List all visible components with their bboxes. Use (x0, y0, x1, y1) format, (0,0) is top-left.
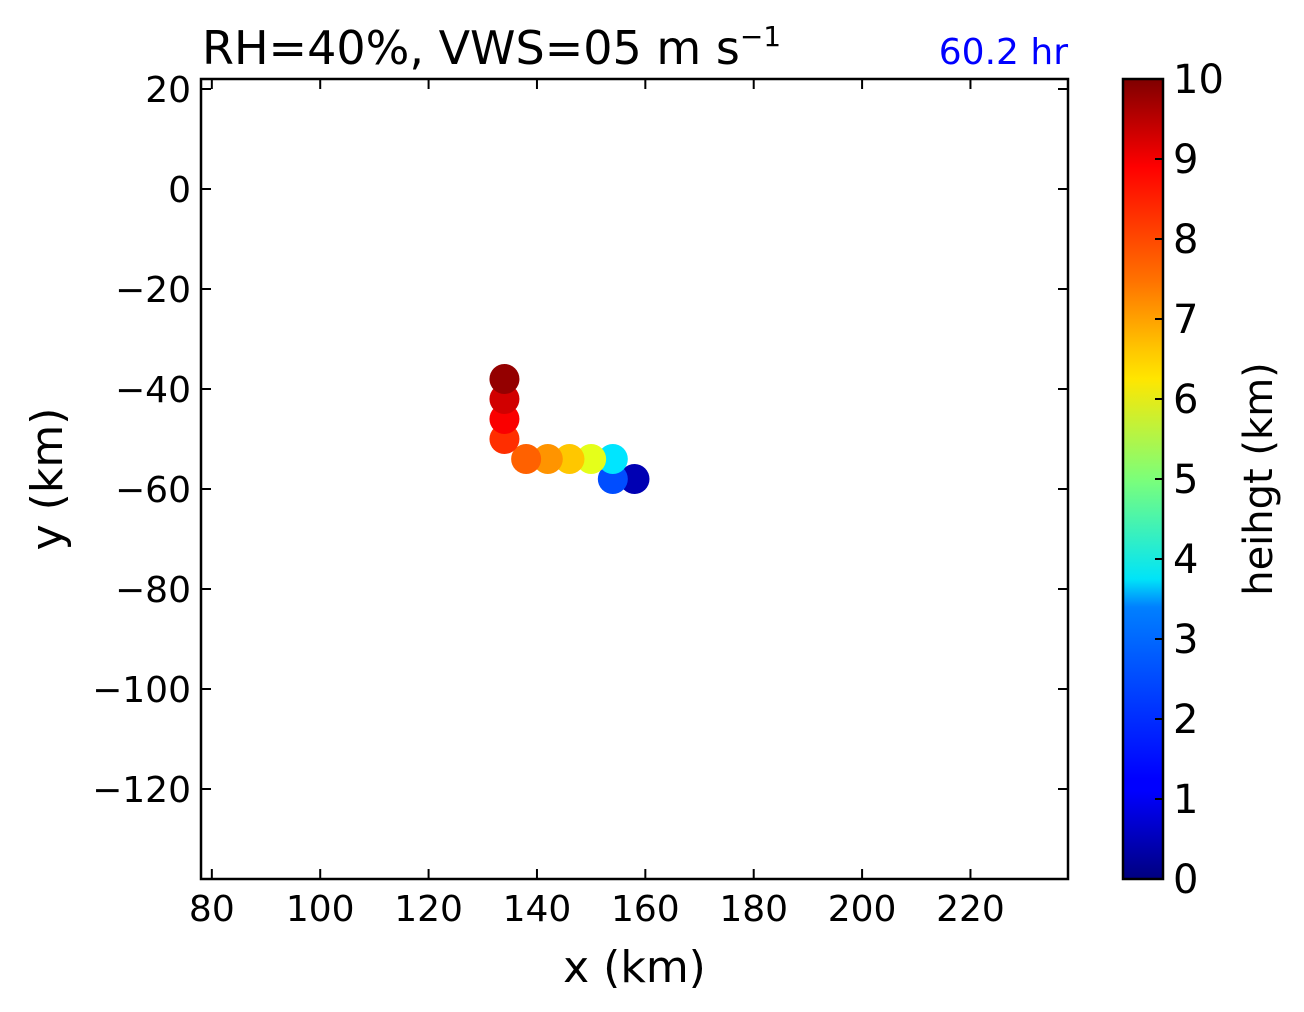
chart-title-superscript: −1 (740, 20, 781, 53)
colorbar-tick-label: 0 (1173, 857, 1198, 903)
x-tick-label: 200 (828, 889, 897, 930)
y-axis-title: y (km) (22, 408, 73, 551)
data-point (619, 464, 650, 494)
data-point (532, 444, 563, 474)
x-tick-label: 220 (936, 889, 1005, 930)
colorbar-tick-label: 2 (1173, 697, 1198, 743)
x-tick-label: 100 (286, 889, 355, 930)
x-axis-ticks: 80 100 120 140 160 180 200 220 (189, 79, 1005, 930)
colorbar-tick-label: 4 (1173, 537, 1198, 583)
colorbar-ticks: 0 1 2 3 4 5 6 7 8 9 10 (1155, 57, 1224, 903)
y-tick-label: −40 (115, 370, 191, 411)
colorbar-tick-label: 10 (1173, 57, 1224, 103)
colorbar-tick-label: 9 (1173, 137, 1198, 183)
data-points (489, 364, 650, 494)
x-tick-label: 180 (719, 889, 788, 930)
y-tick-label: −20 (115, 270, 191, 311)
chart-subtitle: 60.2 hr (939, 32, 1068, 73)
x-tick-label: 160 (611, 889, 680, 930)
colorbar-label: heihgt (km) (1236, 362, 1282, 596)
y-tick-label: −60 (115, 470, 191, 511)
x-tick-label: 80 (189, 889, 235, 930)
colorbar-tick-label: 7 (1173, 297, 1198, 343)
data-point (511, 444, 542, 474)
y-tick-label: 0 (168, 170, 191, 211)
chart-title-text: RH=40%, VWS=05 m s (202, 21, 740, 75)
x-tick-label: 120 (394, 889, 463, 930)
colorbar-tick-label: 8 (1173, 217, 1198, 263)
x-axis-title: x (km) (563, 942, 706, 993)
x-tick-label: 140 (503, 889, 572, 930)
data-point (576, 444, 607, 474)
data-point (489, 364, 520, 394)
data-point (597, 444, 628, 474)
data-point (554, 444, 585, 474)
colorbar-tick-label: 3 (1173, 617, 1198, 663)
chart-title: RH=40%, VWS=05 m s−1 (202, 20, 781, 75)
y-tick-label: −120 (92, 770, 191, 811)
y-tick-label: 20 (145, 70, 191, 111)
colorbar-tick-label: 1 (1173, 777, 1198, 823)
y-tick-label: −100 (92, 670, 191, 711)
colorbar-tick-label: 5 (1173, 457, 1198, 503)
y-axis-ticks: 20 0 −20 −40 −60 −80 −100 −120 (92, 70, 1068, 811)
colorbar-tick-label: 6 (1173, 377, 1198, 423)
y-tick-label: −80 (115, 570, 191, 611)
